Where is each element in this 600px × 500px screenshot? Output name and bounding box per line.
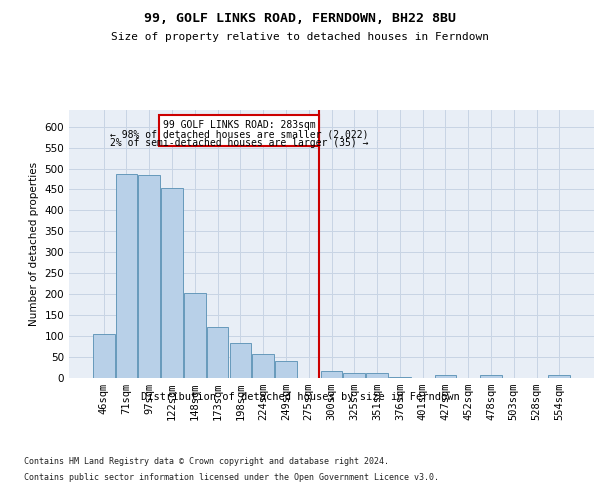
Bar [230, 343, 251, 378]
Bar [320, 371, 343, 378]
Text: Contains public sector information licensed under the Open Government Licence v3: Contains public sector information licen… [24, 472, 439, 482]
Bar [116, 174, 137, 378]
Bar [434, 376, 456, 378]
Bar [548, 374, 570, 378]
Bar [207, 328, 229, 378]
Text: 99 GOLF LINKS ROAD: 283sqm: 99 GOLF LINKS ROAD: 283sqm [163, 120, 316, 130]
Bar [93, 334, 115, 378]
Bar [343, 374, 365, 378]
Bar [161, 188, 183, 378]
Text: 2% of semi-detached houses are larger (35) →: 2% of semi-detached houses are larger (3… [110, 138, 369, 148]
Text: ← 98% of detached houses are smaller (2,022): ← 98% of detached houses are smaller (2,… [110, 130, 369, 140]
Bar [275, 361, 297, 378]
FancyBboxPatch shape [160, 116, 319, 146]
Bar [366, 374, 388, 378]
Bar [184, 293, 206, 378]
Text: Distribution of detached houses by size in Ferndown: Distribution of detached houses by size … [140, 392, 460, 402]
Text: 99, GOLF LINKS ROAD, FERNDOWN, BH22 8BU: 99, GOLF LINKS ROAD, FERNDOWN, BH22 8BU [144, 12, 456, 26]
Text: Size of property relative to detached houses in Ferndown: Size of property relative to detached ho… [111, 32, 489, 42]
Bar [253, 354, 274, 378]
Bar [139, 175, 160, 378]
Y-axis label: Number of detached properties: Number of detached properties [29, 162, 39, 326]
Text: Contains HM Land Registry data © Crown copyright and database right 2024.: Contains HM Land Registry data © Crown c… [24, 458, 389, 466]
Bar [480, 374, 502, 378]
